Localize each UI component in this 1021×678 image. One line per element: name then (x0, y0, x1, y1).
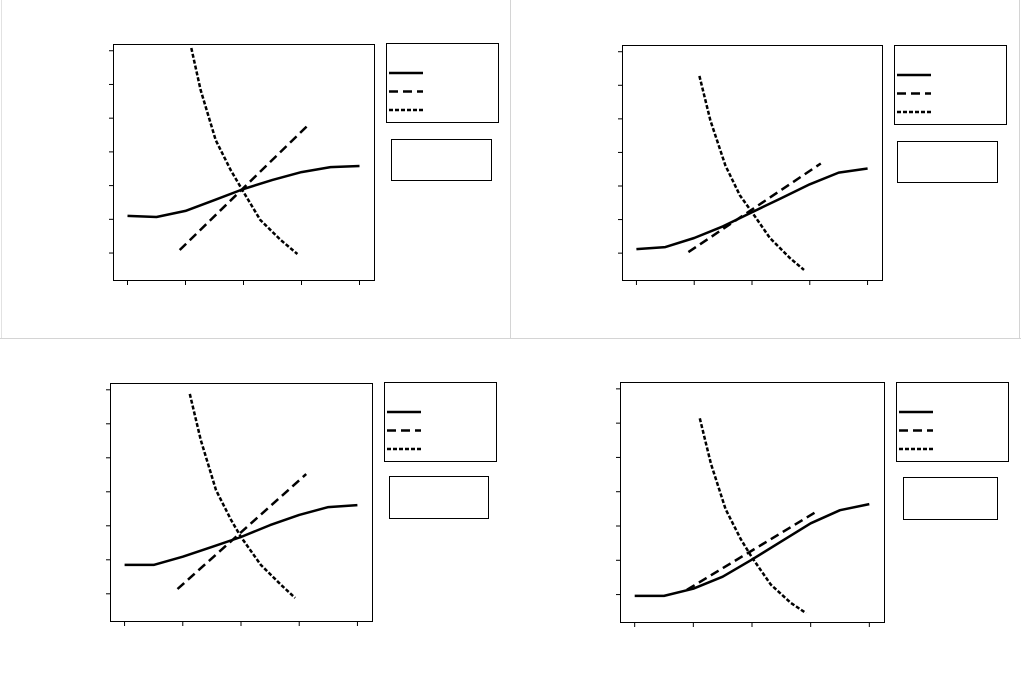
data-line (178, 125, 309, 251)
plot-area (620, 382, 885, 623)
data-line (176, 473, 308, 590)
data-line (698, 418, 807, 615)
legend-box (894, 45, 1007, 125)
legend-box (896, 382, 1009, 462)
plot-area (622, 45, 883, 281)
note-box (903, 477, 998, 520)
legend-box (386, 43, 499, 123)
data-line (686, 509, 819, 591)
data-line (687, 162, 822, 254)
note-box (391, 139, 492, 181)
plot-area (110, 383, 373, 622)
note-box (389, 476, 489, 519)
legend-box (384, 382, 497, 462)
data-line (188, 393, 296, 599)
data-line (190, 47, 299, 255)
plot-area (113, 44, 375, 281)
note-box (897, 141, 998, 183)
